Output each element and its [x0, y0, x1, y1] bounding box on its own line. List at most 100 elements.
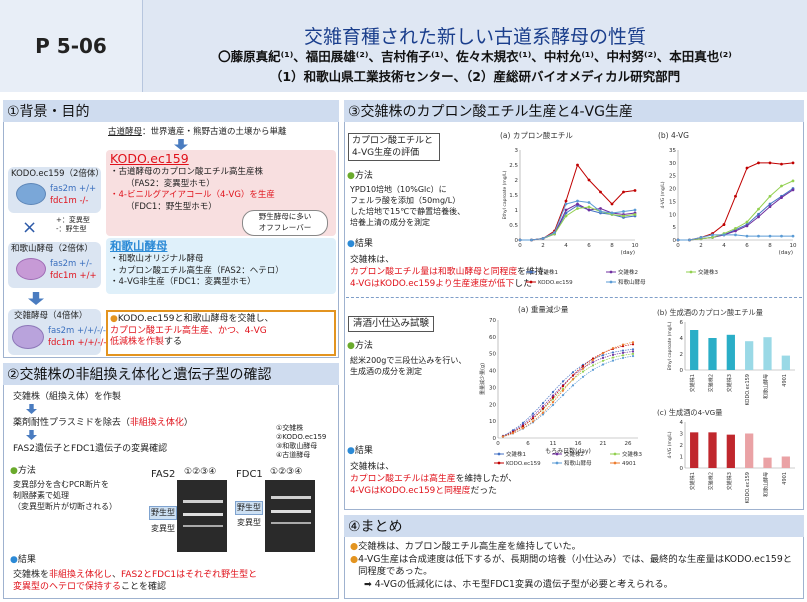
data-point	[631, 348, 635, 351]
x-tick-label: 11	[550, 441, 557, 447]
y-tick-label: 3	[515, 148, 519, 154]
legend-label: 交雑株3	[622, 450, 643, 458]
legend-marker	[609, 280, 613, 284]
series-line	[502, 355, 634, 438]
data-point	[768, 194, 772, 198]
data-point	[601, 359, 605, 362]
data-point	[621, 343, 625, 346]
data-point	[791, 161, 795, 165]
step-1: 交雑株（組換え体）を作製	[13, 392, 122, 402]
strain1-label: KODO.ec159（2倍体）	[11, 169, 104, 179]
x-tick-label: 0	[676, 243, 680, 249]
down-arrow-icon	[26, 430, 37, 440]
data-point	[631, 350, 635, 353]
data-point	[745, 166, 749, 170]
chart-title: (a) カプロン酸エチル	[500, 130, 573, 140]
data-point	[676, 238, 680, 242]
data-point	[621, 345, 625, 348]
data-point	[757, 215, 760, 219]
data-point	[518, 238, 522, 242]
lane-legend: ①交雑株 ②KODO.ec159 ③和歌山酵母 ④古道酵母	[276, 424, 327, 459]
series-line	[502, 348, 634, 437]
data-point	[631, 354, 635, 358]
y-tick-label: 0.5	[509, 223, 518, 229]
data-point	[501, 435, 505, 438]
y-tick-label: 0	[673, 238, 677, 244]
data-point	[531, 420, 535, 423]
down-arrow-icon	[174, 139, 188, 150]
data-point	[591, 358, 595, 362]
data-point	[601, 354, 605, 357]
data-point	[734, 229, 737, 233]
data-point	[611, 356, 615, 359]
x-tick-label: 2	[699, 243, 703, 249]
data-point	[587, 205, 591, 209]
result-label: ●結果	[347, 446, 373, 456]
kodo-strain-name: KODO.ec159	[110, 151, 189, 166]
data-point	[541, 413, 545, 416]
data-point	[591, 361, 595, 364]
chart-4vg-bar: (c) 生成酒の4-VG量 0 1 2 3 4 4-VG (mg/L) 交雑株1 交雑株2 交雑株…	[657, 408, 795, 503]
strain3-fas: fas2m +/+/-/-	[48, 326, 107, 336]
strain2-fdc: fdc1m +/+	[50, 271, 97, 281]
data-point	[610, 202, 614, 206]
data-point	[571, 374, 575, 377]
data-point	[722, 223, 726, 226]
data-point	[581, 367, 585, 370]
bar	[708, 338, 717, 370]
x-tick-label: 2	[541, 243, 545, 249]
data-point	[511, 432, 515, 435]
off-flavor-bubble: 野生酵母に多い オフフレーバー	[242, 210, 328, 236]
wakayama-info-box	[106, 238, 336, 294]
data-point	[711, 233, 714, 237]
affiliation: （1）和歌山県工業技術センター、（2）産総研バイオメディカル研究部門	[269, 69, 681, 84]
legend-marker	[497, 452, 501, 456]
data-point	[631, 343, 635, 346]
data-point	[576, 199, 579, 203]
kodo-origin-note: 古道酵母：世界遺産・熊野古道の土壌から単離	[108, 127, 336, 139]
data-point	[757, 212, 760, 216]
data-point	[599, 210, 602, 213]
data-point	[745, 234, 749, 238]
x-tick-label: 6	[587, 243, 591, 249]
x-tick-label: 16	[575, 441, 582, 447]
y-tick-label: 10	[489, 419, 496, 425]
y-axis-label: 4-VG (mg/L)	[667, 431, 673, 458]
data-point	[587, 201, 591, 204]
category-label: 和歌山酵母	[763, 374, 770, 399]
y-tick-label: 4	[680, 336, 684, 342]
bar	[781, 456, 790, 468]
data-point	[541, 405, 545, 408]
y-axis-label: 重量減少量(g)	[479, 363, 486, 395]
x-tick-label: 26	[625, 441, 632, 447]
bar	[745, 433, 754, 468]
x-tick-label: 0	[518, 243, 522, 249]
data-point	[601, 352, 605, 355]
data-point	[561, 393, 565, 397]
legend-label: KODO.ec159	[538, 280, 573, 286]
strain3-fdc: fdc1m +/+/-/-	[48, 338, 107, 348]
kodo-description: ・古道酵母のカプロン酸エチル高生産株 （FAS2：変異型ホモ） ・4-ビニルグア…	[110, 167, 275, 212]
data-point	[571, 378, 575, 381]
data-point	[745, 224, 749, 228]
y-axis-label: Ethyl caproate (mg/L)	[502, 170, 508, 219]
data-point	[621, 351, 625, 354]
y-axis-label: 4-VG (mg/L)	[660, 181, 666, 208]
category-label: 4901	[782, 374, 788, 387]
data-point	[521, 425, 525, 428]
category-label: KODO.ec159	[745, 472, 751, 503]
method-label: ●方法	[347, 171, 373, 181]
section-heading: ③交雑株のカプロン酸エチル生産と4-VG生産	[344, 100, 804, 122]
data-point	[699, 236, 703, 239]
poster-title: 交雑育種された新しい古道系酵母の性質	[303, 26, 646, 48]
section-heading: ①背景・目的	[3, 100, 339, 122]
kodo-label: 古道酵母	[108, 127, 143, 137]
result-text: 交雑株は、 カプロン酸エチルは高生産を維持したが、 4-VGはKODO.ec15…	[350, 462, 517, 496]
data-point	[564, 208, 568, 212]
data-point	[780, 184, 783, 188]
result-label: ●結果	[10, 555, 36, 565]
data-point	[768, 234, 772, 238]
data-point	[734, 194, 737, 198]
